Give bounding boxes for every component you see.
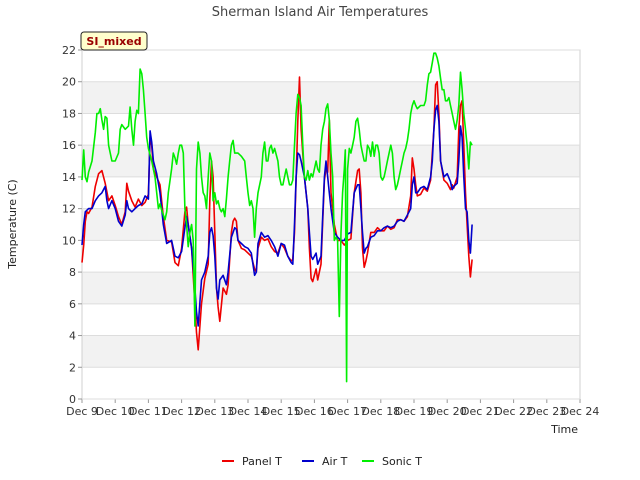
y-tick-label: 12 (62, 203, 76, 216)
y-tick-label: 6 (69, 298, 76, 311)
series-lines (81, 52, 473, 383)
x-tick-label: Dec 15 (262, 405, 301, 418)
x-tick-label: Dec 17 (328, 405, 367, 418)
legend-label: Sonic T (382, 455, 422, 468)
series-line-air-t (81, 104, 473, 327)
y-tick-label: 2 (69, 361, 76, 374)
y-tick-label: 14 (62, 171, 76, 184)
y-tick-label: 8 (69, 266, 76, 279)
y-tick-label: 16 (62, 139, 76, 152)
site-badge-box (80, 31, 148, 51)
y-tick-label: 22 (62, 44, 76, 57)
x-tick-label: Dec 22 (494, 405, 533, 418)
legend: Panel T Air T Sonic T (222, 455, 422, 468)
x-tick-label: Dec 19 (395, 405, 434, 418)
x-tick-label: Dec 14 (229, 405, 268, 418)
x-tick-label: Dec 9 (66, 405, 98, 418)
y-tick-label: 4 (69, 330, 76, 343)
x-tick-label: Dec 12 (162, 405, 201, 418)
x-tick-label: Dec 18 (361, 405, 400, 418)
y-axis-label: Temperature (C) (6, 179, 19, 269)
legend-label: Air T (322, 455, 348, 468)
x-tick-label: Dec 13 (195, 405, 234, 418)
x-tick-label: Dec 21 (461, 405, 500, 418)
x-tick-label: Dec 24 (561, 405, 600, 418)
band-1 (82, 272, 580, 304)
y-axis: 0 2 4 6 8 10 12 14 16 18 20 22 (62, 44, 580, 406)
x-axis-label: Time (550, 423, 578, 436)
x-tick-label: Dec 11 (129, 405, 168, 418)
x-tick-label: Dec 23 (527, 405, 566, 418)
site-badge: SI_mixed (80, 31, 148, 51)
y-tick-label: 20 (62, 76, 76, 89)
band-0 (82, 335, 580, 368)
site-badge-label: SI_mixed (86, 35, 141, 48)
x-tick-label: Dec 16 (295, 405, 334, 418)
y-tick-label: 10 (62, 234, 76, 247)
y-tick-label: 0 (69, 393, 76, 406)
plot-bands (82, 81, 580, 368)
band-4 (82, 81, 580, 114)
series-line-sonic-t (81, 52, 473, 383)
legend-label: Panel T (242, 455, 282, 468)
chart-title: Sherman Island Air Temperatures (212, 5, 429, 20)
x-tick-label: Dec 20 (428, 405, 467, 418)
y-tick-label: 18 (62, 107, 76, 120)
x-tick-label: Dec 10 (96, 405, 135, 418)
